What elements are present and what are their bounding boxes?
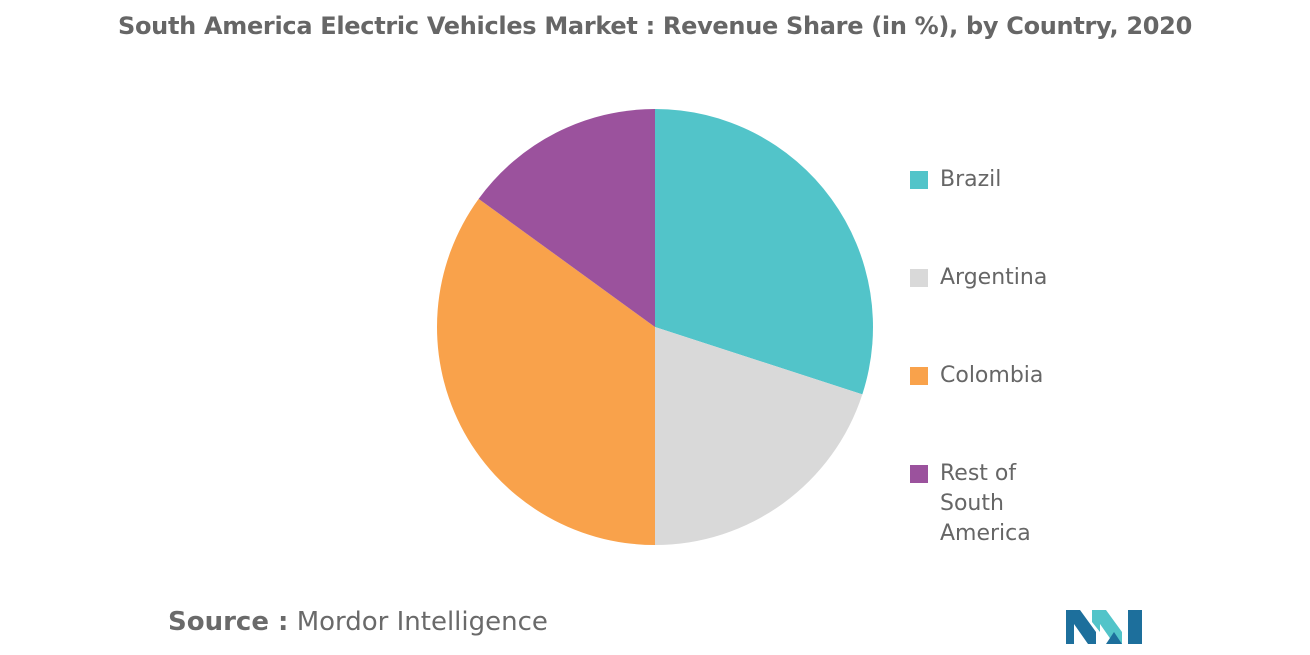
legend-item-brazil: Brazil: [910, 165, 1050, 195]
source-text: Mordor Intelligence: [296, 607, 548, 637]
legend-swatch-argentina: [910, 269, 928, 287]
legend-swatch-colombia: [910, 367, 928, 385]
source-label: Source :: [168, 607, 289, 637]
source-note: Source : Mordor Intelligence: [168, 607, 548, 637]
pie-slice-colombia: [437, 198, 655, 546]
pie-slice-argentina: [655, 327, 863, 545]
legend-label-rest-of-south-america: Rest of South America: [940, 461, 1031, 546]
mordor-intelligence-logo-icon: [1066, 610, 1142, 644]
legend-label-colombia: Colombia: [940, 363, 1044, 388]
pie-slice-brazil: [655, 109, 873, 395]
legend-item-colombia: Colombia: [910, 361, 1050, 391]
chart-title: South America Electric Vehicles Market :…: [118, 12, 1192, 40]
legend-item-rest-of-south-america: Rest of South America: [910, 459, 1050, 549]
pie-slice-rest-of-south-america: [478, 109, 655, 327]
legend-swatch-rest-of-south-america: [910, 465, 928, 483]
legend-label-brazil: Brazil: [940, 167, 1002, 192]
legend-item-argentina: Argentina: [910, 263, 1050, 293]
legend-swatch-brazil: [910, 171, 928, 189]
legend-label-argentina: Argentina: [940, 265, 1048, 290]
